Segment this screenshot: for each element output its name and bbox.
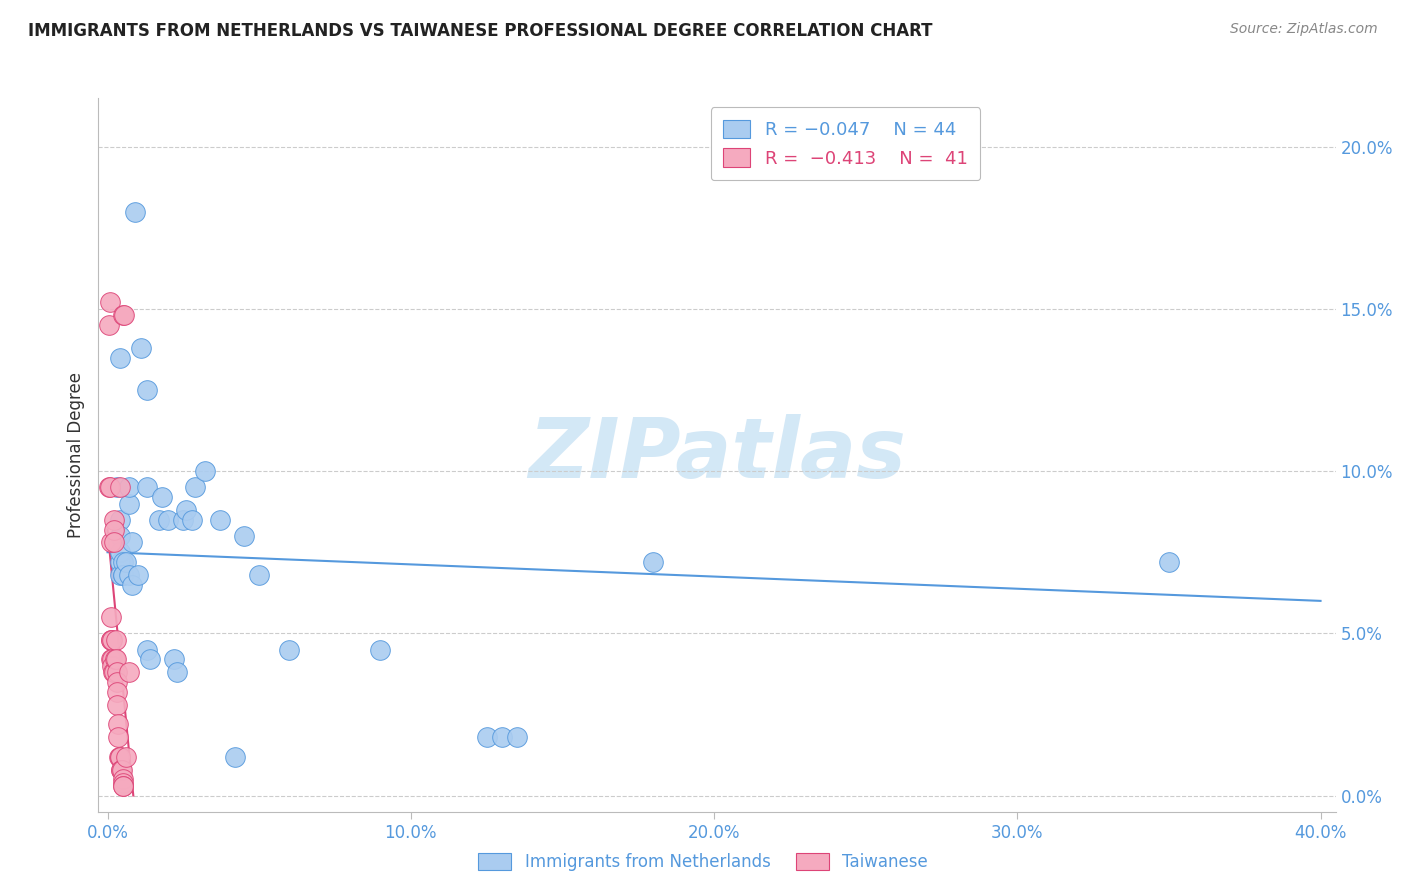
Point	[105, 652, 128, 666]
Point	[118, 568, 141, 582]
Point	[118, 497, 141, 511]
Point	[193, 464, 215, 478]
Point	[101, 658, 124, 673]
Point	[101, 632, 124, 647]
Point	[111, 763, 134, 777]
Point	[108, 351, 131, 365]
Point	[110, 763, 132, 777]
Point	[108, 555, 131, 569]
Point	[105, 698, 128, 712]
Point	[247, 568, 270, 582]
Point	[105, 684, 128, 698]
Y-axis label: Professional Degree: Professional Degree	[67, 372, 86, 538]
Point	[107, 717, 129, 731]
Point	[506, 730, 529, 744]
Point	[100, 610, 122, 624]
Point	[98, 295, 121, 310]
Point	[98, 480, 121, 494]
Point	[100, 632, 122, 647]
Point	[111, 772, 134, 787]
Point	[166, 665, 188, 680]
Point	[176, 503, 198, 517]
Point	[1157, 555, 1180, 569]
Point	[475, 730, 498, 744]
Point	[100, 652, 122, 666]
Point	[139, 652, 162, 666]
Point	[107, 730, 129, 744]
Point	[105, 665, 128, 680]
Legend: R = −0.047    N = 44, R =  −0.413    N =  41: R = −0.047 N = 44, R = −0.413 N = 41	[710, 107, 980, 180]
Point	[150, 490, 173, 504]
Point	[127, 568, 149, 582]
Point	[104, 652, 127, 666]
Point	[101, 652, 124, 666]
Point	[491, 730, 513, 744]
Point	[163, 652, 186, 666]
Point	[136, 480, 159, 494]
Point	[110, 749, 132, 764]
Text: Source: ZipAtlas.com: Source: ZipAtlas.com	[1230, 22, 1378, 37]
Point	[108, 749, 131, 764]
Point	[101, 665, 124, 680]
Point	[103, 535, 125, 549]
Point	[111, 555, 134, 569]
Point	[114, 555, 136, 569]
Point	[100, 535, 122, 549]
Point	[112, 309, 135, 323]
Point	[172, 513, 194, 527]
Point	[114, 749, 136, 764]
Point	[112, 779, 135, 793]
Point	[105, 480, 128, 494]
Point	[224, 749, 246, 764]
Point	[100, 632, 122, 647]
Point	[105, 632, 128, 647]
Point	[103, 665, 125, 680]
Point	[108, 749, 131, 764]
Point	[148, 513, 170, 527]
Point	[111, 775, 134, 789]
Legend: Immigrants from Netherlands, Taiwanese: Immigrants from Netherlands, Taiwanese	[470, 845, 936, 880]
Point	[643, 555, 665, 569]
Point	[108, 568, 131, 582]
Point	[112, 309, 135, 323]
Point	[108, 480, 131, 494]
Point	[370, 642, 392, 657]
Point	[111, 779, 134, 793]
Text: ZIPatlas: ZIPatlas	[529, 415, 905, 495]
Point	[129, 341, 152, 355]
Point	[111, 568, 134, 582]
Point	[103, 513, 125, 527]
Point	[121, 577, 143, 591]
Point	[108, 529, 131, 543]
Point	[136, 383, 159, 397]
Point	[157, 513, 180, 527]
Point	[111, 568, 134, 582]
Point	[105, 675, 128, 690]
Point	[181, 513, 204, 527]
Text: IMMIGRANTS FROM NETHERLANDS VS TAIWANESE PROFESSIONAL DEGREE CORRELATION CHART: IMMIGRANTS FROM NETHERLANDS VS TAIWANESE…	[28, 22, 932, 40]
Point	[208, 513, 231, 527]
Point	[110, 763, 132, 777]
Point	[278, 642, 301, 657]
Point	[136, 642, 159, 657]
Point	[121, 535, 143, 549]
Point	[98, 318, 121, 333]
Point	[233, 529, 256, 543]
Point	[124, 204, 146, 219]
Point	[184, 480, 207, 494]
Point	[118, 480, 141, 494]
Point	[108, 545, 131, 559]
Point	[108, 513, 131, 527]
Point	[103, 523, 125, 537]
Point	[98, 480, 121, 494]
Point	[118, 665, 141, 680]
